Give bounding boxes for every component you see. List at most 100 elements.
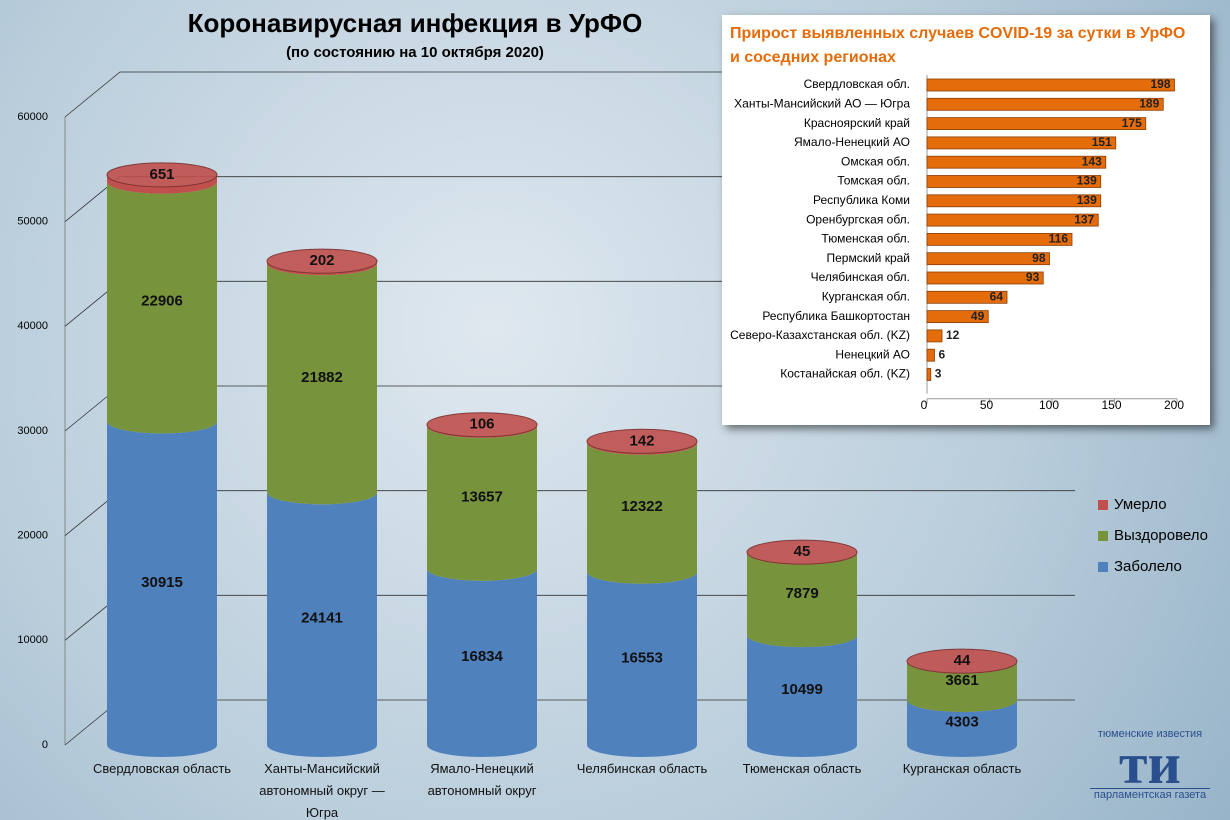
- y-tick-label: Красноярский край: [804, 116, 910, 130]
- bar-segment: [107, 421, 217, 757]
- data-label: 12: [946, 328, 960, 342]
- legend-label: Заболело: [1114, 558, 1182, 575]
- chart-subtitle: (по состоянию на 10 октября 2020): [286, 44, 544, 61]
- cylinder-top: [906, 648, 1018, 674]
- y-tick-label: 60000: [17, 111, 48, 123]
- bar: [926, 271, 1044, 285]
- cylinder-top: [746, 539, 858, 565]
- data-label: 3661: [945, 672, 978, 689]
- y-tick-label: Омская обл.: [841, 154, 910, 168]
- x-tick-label: Свердловская область: [92, 761, 232, 776]
- data-label: 198: [1150, 77, 1170, 91]
- y-tick-label: 20000: [17, 530, 48, 542]
- bar: [926, 252, 1050, 266]
- data-label: 30915: [141, 574, 183, 591]
- x-tick-label: Курганская область: [902, 761, 1022, 776]
- bar: [926, 310, 989, 324]
- y-tick-label: Северо-Казахстанская обл. (KZ): [730, 328, 910, 342]
- data-label: 139: [1077, 193, 1097, 207]
- y-tick-label: 50000: [17, 216, 48, 228]
- data-label: 143: [1082, 154, 1102, 168]
- y-tick-label: Томская обл.: [837, 174, 910, 188]
- bar-segment: [267, 263, 377, 505]
- y-tick-label: 30000: [17, 425, 48, 437]
- bar-segment: [747, 552, 857, 648]
- bar-segment: [427, 425, 537, 581]
- data-label: 651: [149, 166, 174, 183]
- data-label: 12322: [621, 498, 663, 515]
- y-tick-label: Республика Коми: [813, 193, 910, 207]
- bar-segment: [267, 492, 377, 757]
- data-label: 45: [794, 543, 811, 560]
- y-tick-label: Ненецкий АО: [835, 347, 910, 361]
- bar-segment: [107, 181, 217, 434]
- y-tick-label: Пермский край: [826, 251, 910, 265]
- cylinder-top: [106, 162, 218, 188]
- y-tick-label: Свердловская обл.: [804, 77, 910, 91]
- data-label: 16553: [621, 649, 663, 666]
- bar: [926, 213, 1099, 227]
- bar: [926, 232, 1073, 246]
- y-tick-label: Ямало-Ненецкий АО: [794, 135, 910, 149]
- data-label: 116: [1049, 232, 1069, 246]
- data-label: 21882: [301, 369, 343, 386]
- bar: [926, 97, 1164, 111]
- bar: [926, 136, 1117, 150]
- data-label: 16834: [461, 648, 503, 665]
- x-tick-label: Тюменская область: [742, 761, 862, 776]
- bar-segment: [907, 661, 1017, 712]
- cylinder-top: [426, 412, 538, 438]
- bar: [926, 117, 1147, 130]
- data-label: 139: [1077, 174, 1097, 188]
- cylinder-top: [586, 428, 698, 454]
- data-label: 49: [971, 309, 985, 323]
- bar: [926, 290, 1008, 304]
- bar-segment: [907, 699, 1017, 757]
- logo-mark: ти: [1119, 731, 1181, 796]
- x-tick-label: Челябинская область: [576, 761, 708, 776]
- data-label: 189: [1139, 96, 1159, 110]
- x-tick-label: 0: [921, 398, 928, 412]
- cylinder-top: [266, 248, 378, 274]
- y-tick-label: Костанайская обл. (KZ): [780, 367, 910, 381]
- bar: [926, 368, 932, 381]
- logo-bottom: парламентская газета: [1090, 788, 1210, 801]
- y-tick-label: 0: [42, 739, 48, 751]
- data-label: 93: [1026, 270, 1040, 284]
- data-label: 44: [954, 652, 971, 669]
- data-label: 22906: [141, 293, 183, 310]
- data-label: 10499: [781, 681, 823, 698]
- data-label: 3: [935, 367, 942, 381]
- bar-segment: [427, 568, 537, 757]
- bar: [926, 194, 1102, 208]
- data-label: 202: [309, 252, 334, 269]
- y-tick-label: Курганская обл.: [822, 289, 910, 303]
- data-label: 7879: [785, 585, 818, 602]
- bar: [926, 175, 1102, 188]
- legend-label: Умерло: [1114, 496, 1167, 513]
- x-tick-label: 200: [1164, 398, 1184, 412]
- x-tick-label: 50: [980, 398, 994, 412]
- logo: тюменские известия ти парламентская газе…: [1090, 728, 1210, 801]
- legend-label: Выздоровело: [1114, 527, 1208, 544]
- bar: [926, 348, 935, 362]
- y-tick-label: 40000: [17, 320, 48, 332]
- y-tick-label: Ханты-Мансийский АО — Югра: [734, 96, 910, 110]
- x-tick-label: Ямало-Ненецкий автономный округ: [427, 761, 537, 798]
- bar-segment: [107, 174, 217, 194]
- y-tick-label: Тюменская обл.: [821, 232, 910, 246]
- x-tick-label: Ханты-Мансийский автономный округ — Югра: [259, 761, 385, 820]
- bar-segment: [747, 635, 857, 757]
- data-label: 24141: [301, 610, 343, 627]
- data-label: 106: [469, 416, 494, 433]
- data-label: 4303: [945, 713, 978, 730]
- data-label: 64: [990, 289, 1004, 303]
- data-label: 175: [1122, 116, 1142, 130]
- data-label: 142: [629, 432, 654, 449]
- y-tick-label: Республика Башкортостан: [762, 309, 910, 323]
- bar: [926, 329, 943, 343]
- y-tick-label: 10000: [17, 634, 48, 646]
